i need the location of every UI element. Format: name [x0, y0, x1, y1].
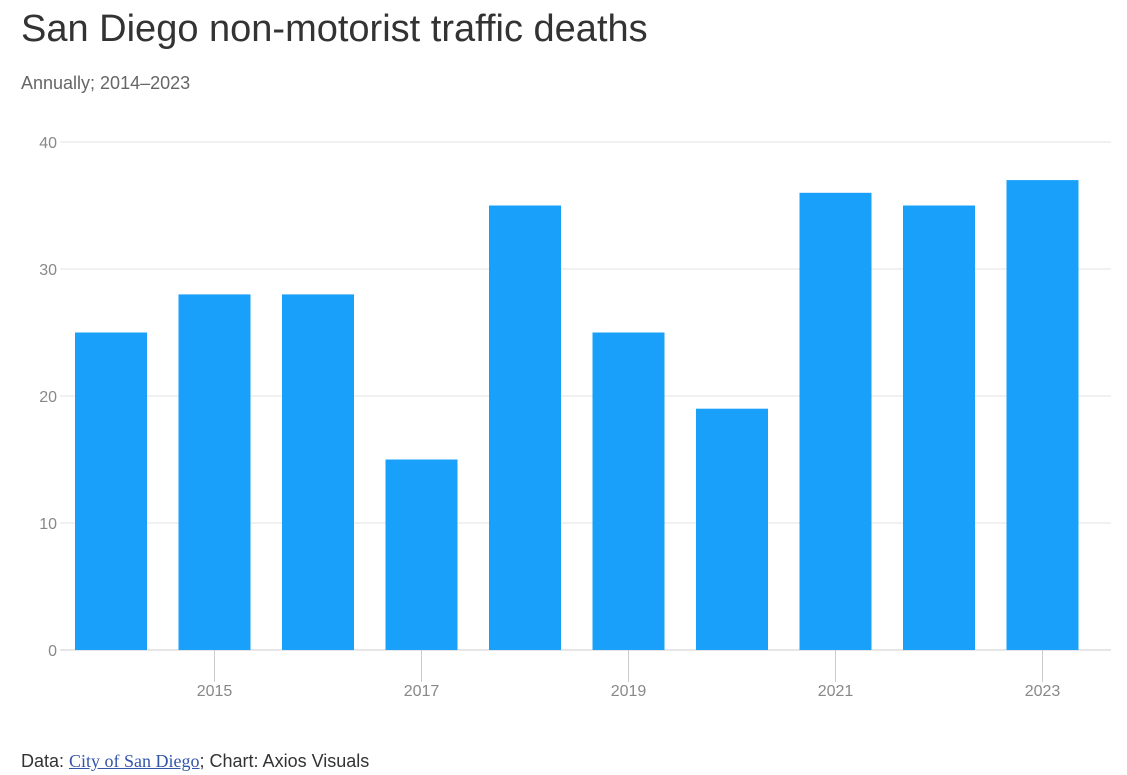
- bar-2020: [696, 408, 768, 650]
- source-link[interactable]: City of San Diego: [69, 751, 200, 771]
- chart-title: San Diego non-motorist traffic deaths: [21, 8, 648, 50]
- x-tick-label: 2023: [1025, 683, 1061, 700]
- bar-2016: [282, 294, 354, 650]
- footer-suffix: ; Chart: Axios Visuals: [199, 751, 370, 771]
- bar-2023: [1006, 180, 1079, 650]
- x-tick-label: 2019: [611, 683, 647, 700]
- bar-2015: [178, 294, 251, 650]
- bar-2017: [385, 459, 458, 650]
- chart-footer: Data: City of San Diego; Chart: Axios Vi…: [21, 751, 369, 772]
- bar-2022: [903, 205, 975, 650]
- x-tick-label: 2021: [818, 683, 854, 700]
- chart-subtitle: Annually; 2014–2023: [21, 73, 191, 93]
- y-tick-label: 10: [39, 516, 57, 533]
- footer-prefix: Data:: [21, 751, 70, 771]
- bar-chart: 0 10 20 30 40 2015 2017 2019 2021 2023: [39, 135, 1111, 700]
- bar-2019: [592, 332, 665, 650]
- bar-2021: [799, 192, 872, 651]
- y-tick-label: 40: [39, 135, 57, 152]
- y-tick-label: 20: [39, 389, 57, 406]
- bar-2018: [489, 205, 561, 650]
- x-tick-label: 2017: [404, 683, 440, 700]
- x-tick-label: 2015: [197, 683, 233, 700]
- y-tick-label: 0: [48, 643, 57, 660]
- y-tick-label: 30: [39, 262, 57, 279]
- bar-2014: [75, 332, 147, 650]
